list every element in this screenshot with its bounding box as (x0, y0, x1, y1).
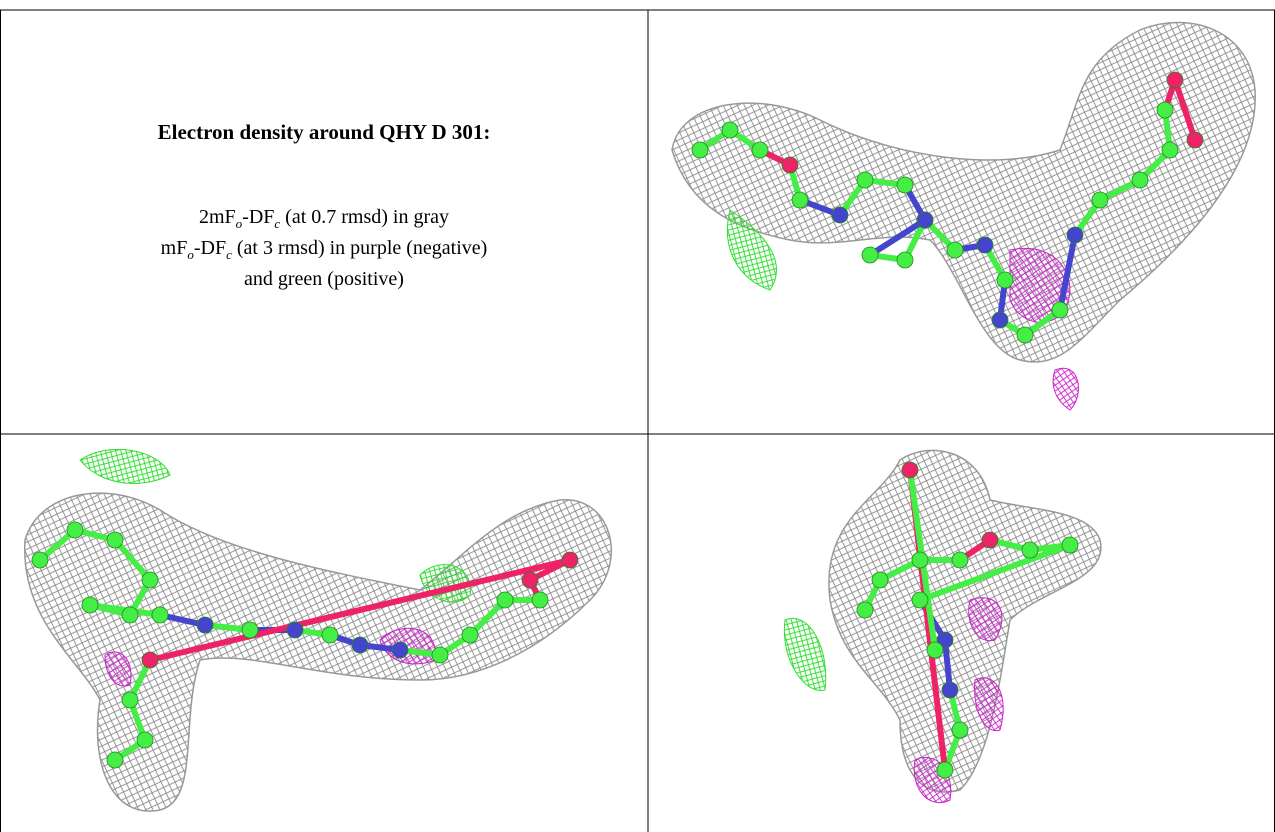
atom (856, 601, 874, 619)
atom (946, 241, 964, 259)
atom (901, 461, 919, 479)
atom (976, 236, 994, 254)
atom (31, 551, 49, 569)
atom (1016, 326, 1034, 344)
atom (951, 551, 969, 569)
atom (781, 156, 799, 174)
caption-line: and green (positive) (0, 267, 648, 292)
atom (121, 691, 139, 709)
atom (1051, 301, 1069, 319)
atom (791, 191, 809, 209)
bond (149, 557, 571, 663)
atom (871, 571, 889, 589)
atom (151, 606, 169, 624)
atom (856, 171, 874, 189)
caption-text: mF (160, 237, 188, 259)
bond (868, 217, 927, 258)
molecule-models (31, 71, 1204, 779)
caption-text: -DF (193, 237, 227, 259)
atom (351, 636, 369, 654)
atom (861, 246, 879, 264)
bond (112, 538, 153, 582)
atom (136, 731, 154, 749)
bond (918, 542, 1072, 603)
atom (926, 641, 944, 659)
atom (941, 681, 959, 699)
caption-title: Electron density around QHY D 301: (157, 120, 491, 144)
atom (286, 621, 304, 639)
atom (1021, 541, 1039, 559)
atom (1061, 536, 1079, 554)
atom (1131, 171, 1149, 189)
atom (721, 121, 739, 139)
atom (1156, 101, 1174, 119)
atom (1066, 226, 1084, 244)
caption-lines: 2mFo-DFc (at 0.7 rmsd) in gray mFo-DFc (a… (0, 205, 648, 292)
caption-text: and green (positive) (244, 268, 404, 290)
subscript: c (274, 216, 281, 231)
atom (896, 176, 914, 194)
atom (991, 311, 1009, 329)
subscript: c (226, 247, 232, 262)
atom (321, 626, 339, 644)
atom (831, 206, 849, 224)
atom (81, 596, 99, 614)
atom (461, 626, 479, 644)
caption-text: (at 3 rmsd) in purple (negative) (231, 237, 488, 259)
atom (106, 751, 124, 769)
atom (951, 721, 969, 739)
caption-text: -DF (242, 206, 275, 228)
atom (936, 761, 954, 779)
atom (896, 251, 914, 269)
caption-text: (at 0.7 rmsd) in gray (280, 206, 450, 228)
atom (496, 591, 514, 609)
atom (936, 631, 954, 649)
atom (1161, 141, 1179, 159)
subscript: o (235, 216, 243, 231)
atom (751, 141, 769, 159)
atom (911, 551, 929, 569)
atom (911, 591, 929, 609)
atom (531, 591, 549, 609)
atom (431, 646, 449, 664)
atom (141, 651, 159, 669)
caption-line: mFo-DFc (at 3 rmsd) in purple (negative) (0, 236, 648, 267)
atom (391, 641, 409, 659)
atom (66, 521, 84, 539)
atom (141, 571, 159, 589)
atom (106, 531, 124, 549)
atom (196, 616, 214, 634)
caption-text: 2mF (198, 206, 236, 228)
atom (691, 141, 709, 159)
atom (916, 211, 934, 229)
density-bottom-right (783, 449, 1102, 804)
atom (1186, 131, 1204, 149)
atom (121, 606, 139, 624)
atom (1166, 71, 1184, 89)
atom (996, 271, 1014, 289)
atom (561, 551, 579, 569)
caption-line: 2mFo-DFc (at 0.7 rmsd) in gray (0, 205, 648, 236)
bond (1172, 79, 1198, 141)
subscript: o (187, 247, 194, 262)
atom (1091, 191, 1109, 209)
bond (1057, 234, 1078, 311)
atom (521, 571, 539, 589)
atom (981, 531, 999, 549)
atom (241, 621, 259, 639)
